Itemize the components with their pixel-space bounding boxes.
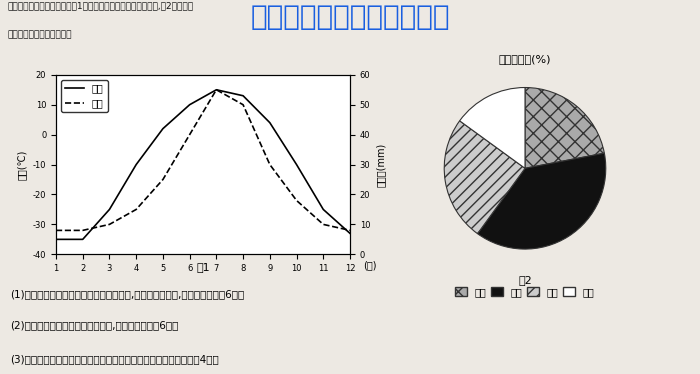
Wedge shape (460, 88, 525, 168)
降水 (265, 162, 274, 167)
Text: 图2: 图2 (518, 276, 532, 285)
气温 (186, 102, 194, 107)
Text: 图1: 图1 (196, 263, 210, 272)
降水 (78, 228, 87, 233)
降水 (186, 132, 194, 137)
降水 (319, 222, 328, 227)
Y-axis label: 降水量(mm): 降水量(mm) (376, 142, 386, 187)
Wedge shape (444, 121, 525, 234)
降水 (346, 228, 354, 233)
气温 (293, 162, 301, 167)
降水 (293, 198, 301, 203)
Text: 微信公众号关注：趋找答案: 微信公众号关注：趋找答案 (251, 3, 449, 31)
气温 (105, 207, 113, 212)
Text: 河季节径流量比例示意图。: 河季节径流量比例示意图。 (7, 30, 71, 39)
Wedge shape (477, 153, 606, 249)
降水 (105, 222, 113, 227)
Legend: 春季, 夏季, 秋季, 冬季: 春季, 夏季, 秋季, 冬季 (452, 283, 598, 301)
气温 (159, 126, 167, 131)
Line: 气温: 气温 (56, 90, 350, 239)
Text: 河冬春季径流量有所增加。图1为叶尼塞河多年气候资料示意图,图2为叶尼塞: 河冬春季径流量有所增加。图1为叶尼塞河多年气候资料示意图,图2为叶尼塞 (7, 1, 193, 10)
Line: 降水: 降水 (56, 90, 350, 230)
气温 (212, 88, 220, 92)
降水 (212, 88, 220, 92)
气温 (239, 94, 247, 98)
Wedge shape (525, 88, 604, 168)
降水 (132, 207, 141, 212)
Text: (3)分析因全球气候变暖叶尼塞河冬春季径流量增加的可能原因。（4分）: (3)分析因全球气候变暖叶尼塞河冬春季径流量增加的可能原因。（4分） (10, 354, 219, 364)
降水 (239, 102, 247, 107)
降水 (159, 177, 167, 182)
Text: (月): (月) (363, 260, 377, 270)
Y-axis label: 气温(℃): 气温(℃) (17, 149, 27, 180)
降水 (52, 228, 60, 233)
Legend: 气温, 降水: 气温, 降水 (61, 80, 108, 112)
气温 (265, 120, 274, 125)
气温 (132, 162, 141, 167)
Text: (1)叶尼塞河流程及降水量不及密西西比河,但径流量较其大,试分析原因。（6分）: (1)叶尼塞河流程及降水量不及密西西比河,但径流量较其大,试分析原因。（6分） (10, 289, 245, 299)
气温 (78, 237, 87, 242)
气温 (319, 207, 328, 212)
Title: 径流量占比(%): 径流量占比(%) (498, 54, 552, 64)
气温 (52, 237, 60, 242)
Text: (2)指出叶尼塞河最主要的补给方式,并说明理由。（6分）: (2)指出叶尼塞河最主要的补给方式,并说明理由。（6分） (10, 320, 178, 330)
气温 (346, 231, 354, 236)
